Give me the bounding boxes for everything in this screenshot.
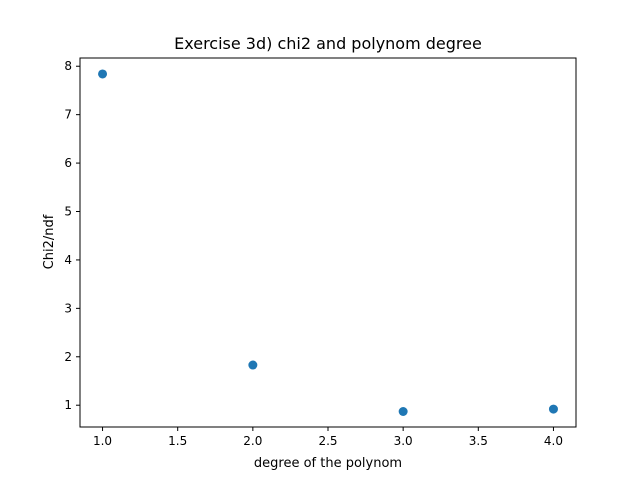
x-tick-label: 2.5 — [318, 434, 337, 448]
data-point — [98, 69, 108, 79]
y-tick-label: 1 — [64, 398, 72, 412]
y-tick-label: 8 — [64, 59, 72, 73]
y-tick-label: 5 — [64, 205, 72, 219]
y-tick-label: 2 — [64, 350, 72, 364]
data-point — [548, 404, 558, 414]
x-tick-label: 1.5 — [168, 434, 187, 448]
x-tick-label: 3.0 — [394, 434, 413, 448]
axes-frame — [79, 57, 577, 428]
data-point — [398, 407, 408, 417]
x-tick-label: 3.5 — [469, 434, 488, 448]
y-tick-label: 3 — [64, 301, 72, 315]
x-tick-label: 1.0 — [93, 434, 112, 448]
x-tick-label: 4.0 — [544, 434, 563, 448]
y-tick-label: 6 — [64, 156, 72, 170]
x-axis-label: degree of the polynom — [254, 456, 402, 471]
y-axis-label: Chi2/ndf — [42, 214, 57, 269]
plot-area: 1.0 1.5 2.0 2.5 3.0 3.5 4.0 1 2 3 4 5 6 7 8 — [64, 59, 563, 448]
chart-title: Exercise 3d) chi2 and polynom degree — [174, 34, 482, 53]
x-tick-label: 2.0 — [243, 434, 262, 448]
y-tick-label: 4 — [64, 253, 72, 267]
y-tick-label: 7 — [64, 108, 72, 122]
data-point — [248, 360, 258, 370]
